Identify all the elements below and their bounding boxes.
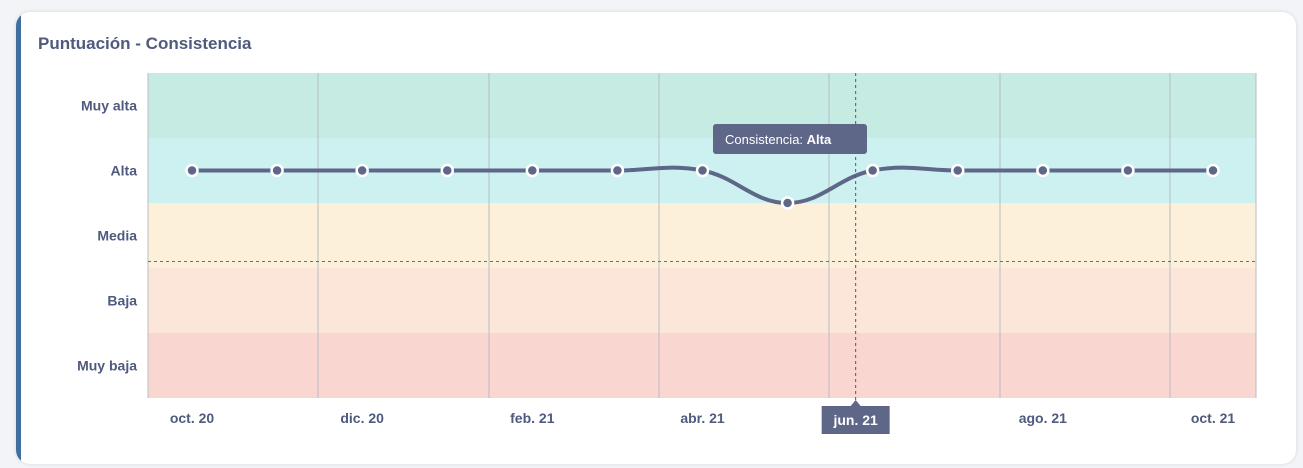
x-axis-label: ago. 21: [1019, 410, 1067, 426]
band-baja: [148, 268, 1256, 333]
data-point[interactable]: [865, 163, 880, 178]
band-media: [148, 203, 1256, 268]
tooltip-box: [713, 124, 867, 154]
card-accent-bar: [16, 12, 21, 464]
y-axis-label: Baja: [107, 293, 137, 309]
tooltip-label: Consistencia:: [725, 132, 807, 147]
x-axis-label: jun. 21: [832, 412, 878, 428]
data-point[interactable]: [1206, 163, 1220, 178]
x-axis-label: dic. 20: [340, 410, 384, 426]
x-axis-highlight-box: [821, 406, 890, 434]
x-axis-label: oct. 21: [1191, 410, 1236, 426]
data-point[interactable]: [525, 163, 540, 178]
x-axis-label: oct. 20: [170, 410, 215, 426]
data-point[interactable]: [1036, 163, 1050, 178]
data-point[interactable]: [355, 163, 369, 178]
band-muy-baja: [148, 333, 1256, 398]
data-point[interactable]: [951, 163, 965, 178]
data-point[interactable]: [270, 163, 284, 178]
y-axis-label: Alta: [111, 163, 138, 179]
data-point[interactable]: [780, 196, 795, 210]
consistency-chart-card: Puntuación - Consistencia Muy alta Alta Me…: [16, 12, 1296, 464]
band-muy-alta: [148, 73, 1256, 138]
tooltip-value: Alta: [807, 132, 832, 147]
x-axis-label: abr. 21: [680, 410, 725, 426]
line-chart: Muy alta Alta Media Baja Muy baja Consistenci…: [77, 73, 1257, 434]
y-axis-label: Muy alta: [81, 98, 137, 114]
data-point[interactable]: [440, 163, 454, 178]
x-axis-highlight-pointer: [850, 400, 861, 406]
chart-title: Puntuación - Consistencia: [38, 34, 252, 53]
data-point[interactable]: [185, 163, 199, 178]
x-axis-label: feb. 21: [510, 410, 555, 426]
y-axis-label: Muy baja: [77, 358, 137, 374]
data-point[interactable]: [1121, 163, 1135, 178]
data-point[interactable]: [610, 163, 625, 178]
data-point[interactable]: [695, 163, 710, 178]
y-axis-label: Media: [97, 228, 137, 244]
tooltip-text: Consistencia: Alta: [725, 132, 832, 147]
